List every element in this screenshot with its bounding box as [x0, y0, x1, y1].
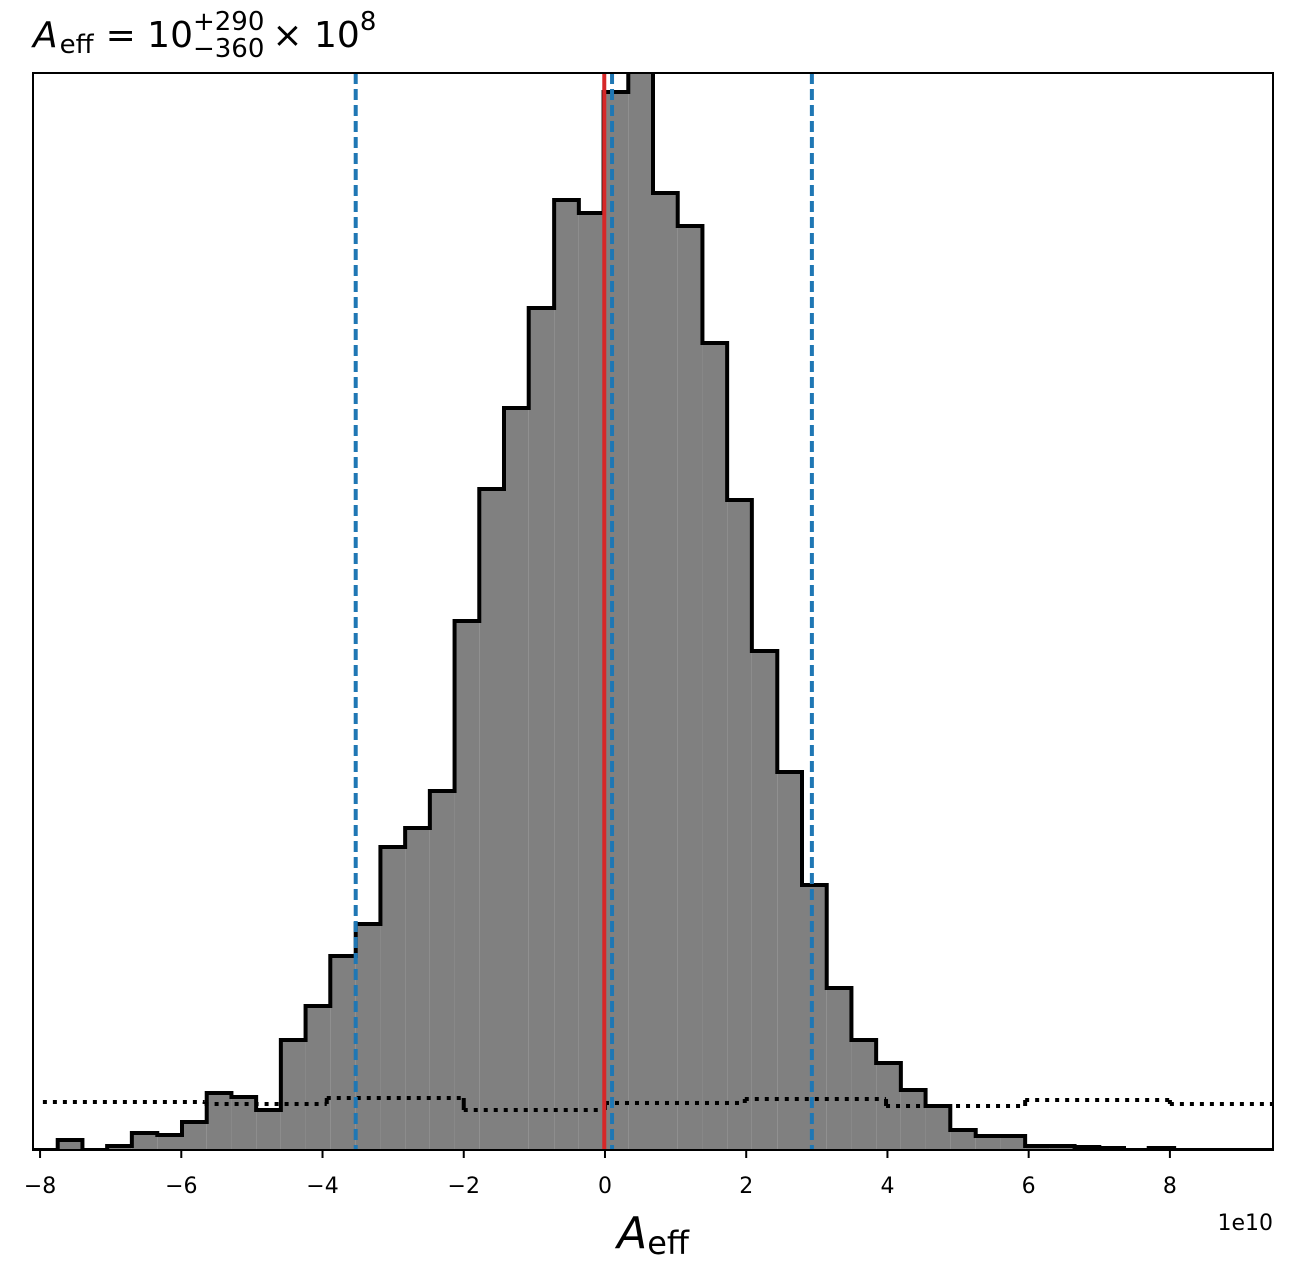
histogram-bar: [429, 791, 455, 1150]
x-tick-label: −2: [448, 1174, 480, 1199]
histogram-bar: [504, 408, 529, 1150]
histogram-bar: [777, 772, 802, 1150]
offset-text: 1e10: [1217, 1211, 1273, 1236]
histogram-bar: [751, 651, 778, 1150]
histogram-bar: [950, 1130, 976, 1150]
axes-frame: [32, 72, 1274, 1151]
x-axis-label-subscript: eff: [647, 1224, 690, 1262]
plot-area: [33, 73, 1273, 1150]
histogram-bar: [131, 1133, 158, 1150]
chart-title-part: +290: [193, 7, 264, 37]
histogram-bar: [826, 988, 852, 1150]
histogram-bar: [206, 1093, 232, 1150]
histogram-bar: [256, 1110, 281, 1150]
histogram-bar: [330, 956, 356, 1150]
histogram-bar: [57, 1140, 83, 1150]
histogram-bar: [1000, 1136, 1026, 1150]
x-axis-label-symbol: A: [614, 1208, 647, 1259]
x-axis-label: Aeff: [614, 1208, 690, 1262]
histogram-bar: [801, 885, 827, 1150]
histogram-bar: [702, 343, 728, 1150]
histogram-bar: [528, 308, 555, 1150]
histogram-bar: [405, 828, 430, 1150]
histogram-bar: [851, 1040, 877, 1150]
x-tick-label: −6: [165, 1174, 197, 1199]
x-tick-label: −8: [24, 1174, 56, 1199]
histogram-bar: [554, 200, 579, 1150]
x-tick-label: −4: [306, 1174, 338, 1199]
histogram-bar: [900, 1090, 926, 1150]
histogram-bar: [975, 1136, 1001, 1150]
histogram-bar: [603, 92, 629, 1150]
histogram-bar: [727, 500, 752, 1150]
x-tick-label: 0: [598, 1174, 612, 1199]
x-tick-label: 8: [1163, 1174, 1177, 1199]
histogram-bar: [628, 73, 653, 1150]
x-tick-label: 4: [880, 1174, 894, 1199]
chart-title-part: = 10: [106, 15, 193, 56]
histogram-bar: [578, 213, 604, 1150]
histogram-bar: [653, 193, 678, 1150]
histogram-bar: [454, 621, 480, 1150]
histogram-bar: [305, 1006, 331, 1150]
histogram-bar: [157, 1135, 182, 1150]
histogram-bar: [925, 1106, 951, 1150]
chart-title-part: −360: [193, 34, 264, 64]
x-tick-label: 6: [1022, 1174, 1036, 1199]
histogram-bar: [677, 226, 703, 1150]
chart-title-part: eff: [60, 30, 95, 60]
histogram-bar: [181, 1122, 207, 1150]
chart-title-part: 8: [360, 7, 377, 37]
histogram-outline: [33, 73, 1273, 1150]
chart-title-part: × 10: [272, 15, 359, 56]
histogram-bar: [280, 1040, 306, 1150]
histogram-bar: [479, 489, 505, 1150]
chart-title-part: A: [31, 15, 58, 56]
histogram-bar: [355, 924, 381, 1150]
x-tick-label: 2: [739, 1174, 753, 1199]
histogram-bar: [380, 847, 406, 1150]
